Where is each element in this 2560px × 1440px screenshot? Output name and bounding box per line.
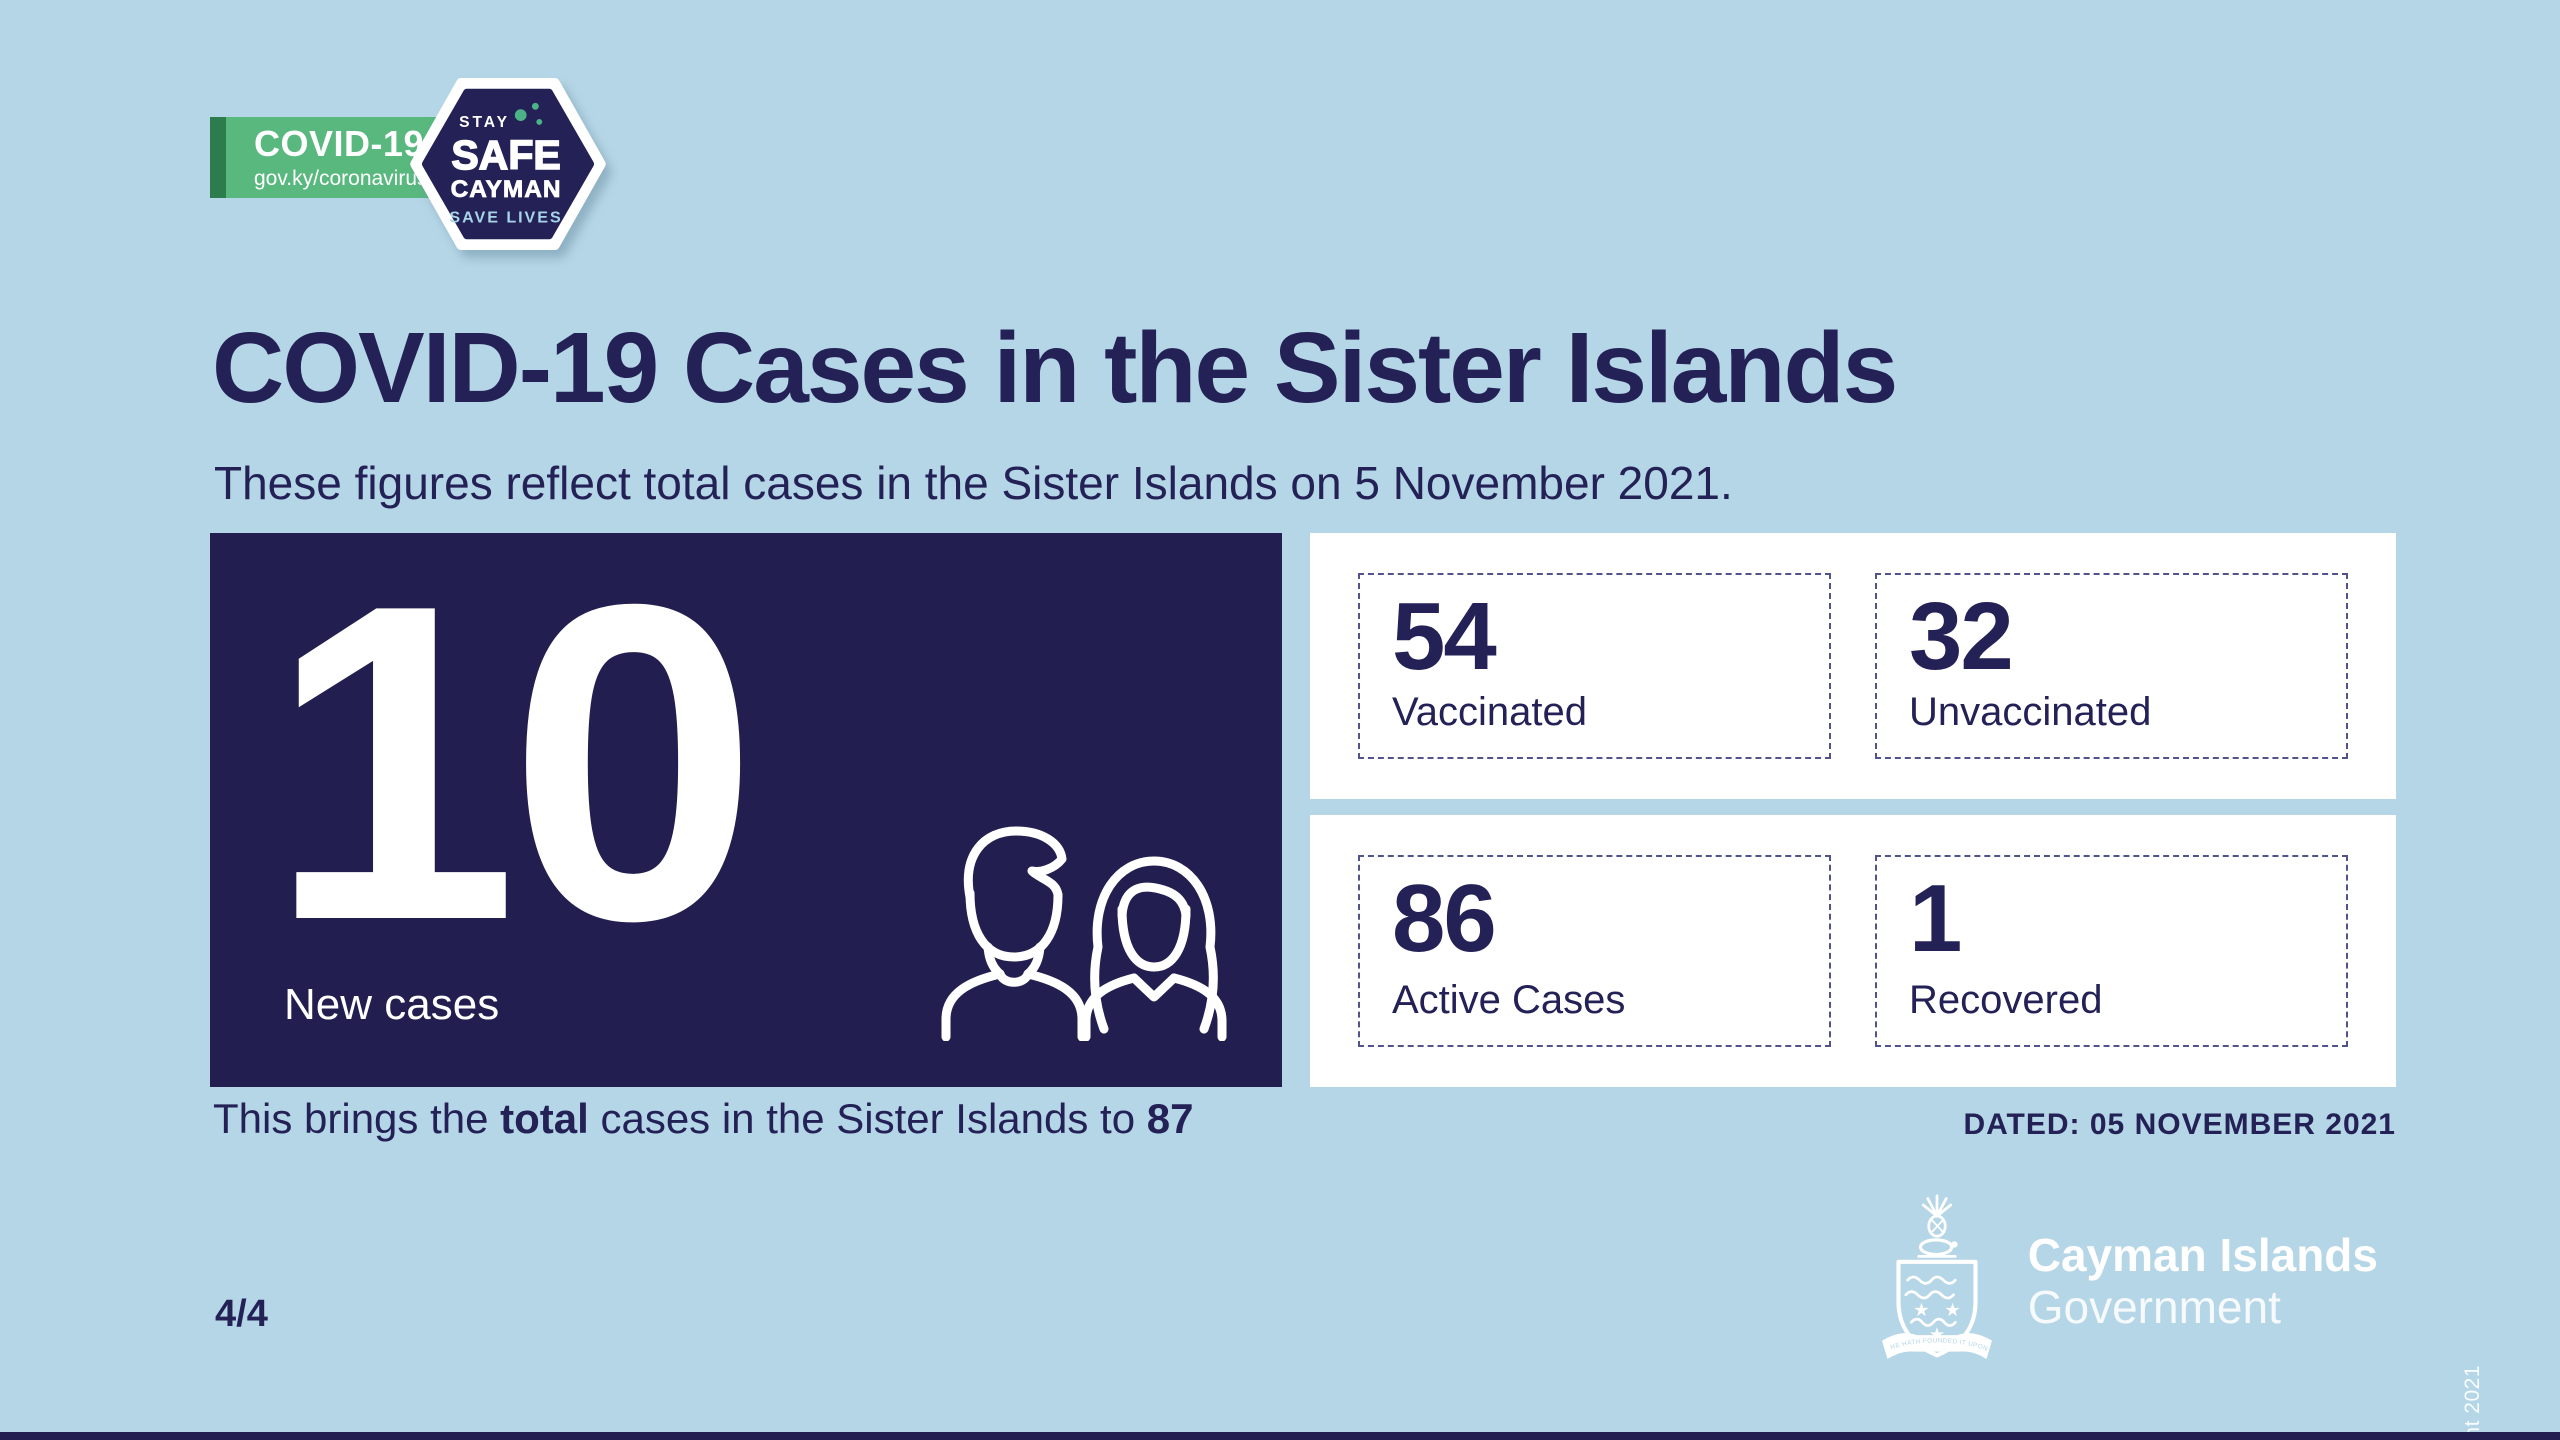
stat-value: 1 [1909, 865, 1962, 972]
total-cases-number: 87 [1146, 1095, 1194, 1142]
stats-column: 54 Vaccinated 32 Unvaccinated 86 Active … [1310, 533, 2396, 1087]
new-cases-value: 10 [268, 512, 759, 1014]
vaccination-panel: 54 Vaccinated 32 Unvaccinated [1310, 533, 2396, 799]
government-name-line2: Government [2027, 1281, 2281, 1333]
stat-label: Vaccinated [1392, 690, 1587, 734]
badge-dot-icon [531, 102, 539, 110]
stat-value: 32 [1909, 583, 2014, 690]
page-subtitle: These figures reflect total cases in the… [214, 457, 1733, 509]
stat-box-recovered: 1 Recovered [1875, 855, 2348, 1047]
badge-line-safe: SAFE [451, 132, 560, 178]
stay-safe-cayman-badge-icon: STAY SAFE CAYMAN SAVE LIVES [410, 78, 606, 250]
stat-label: Active Cases [1392, 978, 1626, 1022]
people-icon [941, 826, 1227, 1041]
stat-value: 86 [1392, 865, 1497, 972]
badge-line-stay: STAY [459, 114, 510, 131]
stat-label: Unvaccinated [1909, 690, 2152, 734]
page-title: COVID-19 Cases in the Sister Islands [212, 312, 1898, 424]
total-line-bold-total: total [500, 1095, 589, 1142]
stat-box-unvaccinated: 32 Unvaccinated [1875, 573, 2348, 759]
stat-box-active-cases: 86 Active Cases [1358, 855, 1831, 1047]
svg-text:★: ★ [1913, 1300, 1929, 1321]
stat-box-vaccinated: 54 Vaccinated [1358, 573, 1831, 759]
dated-stamp: DATED: 05 NOVEMBER 2021 [1963, 1108, 2396, 1141]
banner-accent-stripe [210, 117, 226, 198]
total-cases-line: This brings the total cases in the Siste… [213, 1098, 1193, 1140]
banner-url: gov.ky/coronavirus [254, 167, 428, 190]
badge-dot-icon [514, 109, 527, 121]
badge-line-cayman: CAYMAN [451, 176, 562, 203]
stat-value: 54 [1392, 583, 1497, 690]
coat-of-arms-icon: ★★★ HE HATH FOUNDED IT UPON THE SEAS [1872, 1194, 1992, 1359]
government-name-line1: Cayman Islands [2027, 1229, 2378, 1282]
badge-line-save-lives: SAVE LIVES [449, 209, 562, 227]
copyright-credit: graphics@gov.ky | © Crown Copyright 2021 [2461, 1365, 2485, 1440]
page-number: 4/4 [215, 1293, 268, 1335]
total-line-part2: cases in the Sister Islands to [588, 1095, 1147, 1142]
banner-title: COVID-19 [254, 123, 425, 164]
stat-label: Recovered [1909, 978, 2103, 1022]
case-status-panel: 86 Active Cases 1 Recovered [1310, 815, 2396, 1087]
new-cases-label: New cases [284, 980, 500, 1029]
badge-dot-icon [536, 119, 543, 125]
bottom-accent-bar [0, 1432, 2560, 1440]
covid19-logo: COVID-19 gov.ky/coronavirus STAY SAFE CA… [210, 78, 810, 250]
government-wordmark: Cayman Islands Government [2028, 1230, 2378, 1333]
new-cases-box: 10 New cases [210, 533, 1282, 1087]
cayman-islands-government-logo: ★★★ HE HATH FOUNDED IT UPON THE SEAS Cay… [1872, 1194, 2378, 1370]
total-line-part1: This brings the [213, 1095, 501, 1142]
svg-text:★: ★ [1944, 1300, 1960, 1321]
